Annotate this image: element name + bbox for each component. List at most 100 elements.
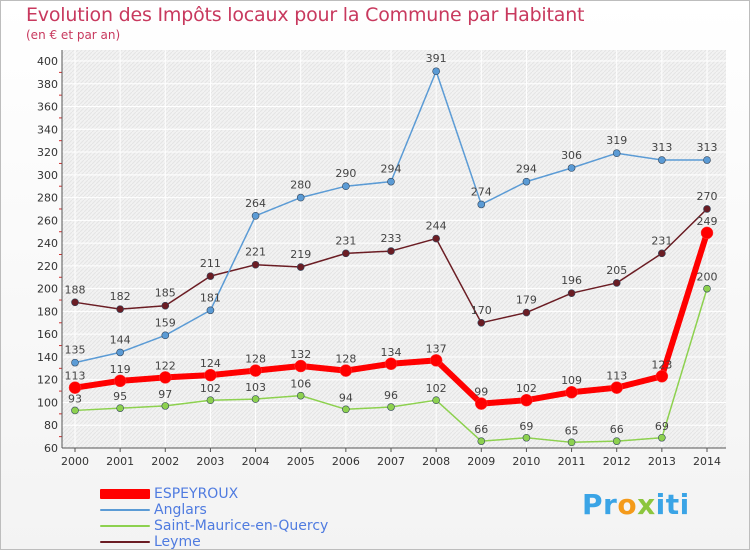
data-label: 103 bbox=[245, 381, 266, 394]
data-point bbox=[432, 234, 440, 243]
data-label: 185 bbox=[155, 287, 176, 300]
x-tick-label: 2013 bbox=[648, 455, 676, 468]
data-label: 102 bbox=[426, 382, 447, 395]
data-label: 188 bbox=[65, 283, 86, 296]
data-label: 294 bbox=[516, 163, 537, 176]
legend-label: Saint-Maurice-en-Quercy bbox=[154, 518, 329, 534]
data-label: 113 bbox=[606, 370, 627, 383]
data-point bbox=[116, 404, 124, 412]
data-label: 313 bbox=[697, 141, 718, 154]
data-label: 97 bbox=[158, 388, 172, 401]
x-tick-label: 2001 bbox=[106, 455, 134, 468]
y-tick-label: 260 bbox=[37, 214, 58, 227]
data-label: 99 bbox=[474, 386, 488, 399]
data-point bbox=[432, 67, 440, 76]
data-point bbox=[116, 348, 124, 357]
x-tick-label: 2004 bbox=[242, 455, 270, 468]
data-label: 109 bbox=[561, 374, 582, 387]
data-point bbox=[522, 177, 531, 186]
data-point bbox=[71, 358, 79, 367]
data-label: 290 bbox=[335, 167, 356, 180]
data-point bbox=[206, 396, 215, 404]
data-label: 66 bbox=[610, 423, 624, 436]
legend-swatch bbox=[100, 541, 150, 543]
data-point bbox=[159, 371, 172, 384]
data-label: 123 bbox=[651, 358, 672, 371]
logo-part: Pr bbox=[582, 488, 618, 521]
data-labels: 93 95 97 102 103 106 94 96 102 66 69 65 66 69 200 188 18… bbox=[65, 52, 718, 437]
data-label: 181 bbox=[200, 291, 221, 304]
data-label: 294 bbox=[381, 163, 402, 176]
x-tick-label: 2008 bbox=[422, 455, 450, 468]
y-tick-label: 220 bbox=[37, 260, 58, 273]
data-point bbox=[342, 405, 350, 414]
data-point bbox=[522, 433, 531, 442]
data-label: 132 bbox=[290, 348, 311, 361]
y-tick-label: 300 bbox=[37, 169, 58, 182]
data-label: 249 bbox=[697, 215, 718, 228]
y-tick-label: 140 bbox=[37, 351, 58, 364]
x-tick-label: 2003 bbox=[196, 455, 224, 468]
data-point bbox=[342, 182, 350, 191]
data-point bbox=[113, 374, 127, 388]
data-label: 102 bbox=[516, 382, 537, 395]
y-tick-label: 100 bbox=[37, 396, 58, 409]
x-tick-label: 2010 bbox=[512, 455, 540, 468]
data-label: 102 bbox=[200, 382, 221, 395]
chart-title: Evolution des Impôts locaux pour la Comm… bbox=[26, 4, 585, 26]
legend-item: Saint-Maurice-en-Quercy bbox=[100, 518, 328, 534]
data-label: 69 bbox=[519, 420, 533, 433]
data-point bbox=[339, 364, 353, 377]
chart-subtitle: (en € et par an) bbox=[26, 28, 121, 42]
logo-part: x bbox=[637, 488, 656, 521]
data-point bbox=[612, 279, 621, 287]
data-label: 200 bbox=[697, 271, 718, 284]
data-label: 96 bbox=[384, 389, 398, 402]
data-label: 231 bbox=[651, 234, 672, 247]
y-tick-label: 320 bbox=[37, 146, 58, 159]
data-label: 94 bbox=[339, 391, 353, 404]
data-label: 93 bbox=[68, 392, 82, 405]
x-tick-label: 2005 bbox=[287, 455, 315, 468]
data-point bbox=[71, 406, 79, 415]
data-label: 280 bbox=[290, 179, 311, 192]
data-point bbox=[658, 249, 666, 258]
data-label: 122 bbox=[155, 359, 176, 372]
data-label: 231 bbox=[335, 234, 356, 247]
data-point bbox=[477, 437, 486, 445]
x-tick-label: 2000 bbox=[61, 455, 89, 468]
y-tick-label: 360 bbox=[37, 101, 58, 114]
data-label: 211 bbox=[200, 257, 221, 270]
data-point bbox=[565, 385, 578, 399]
data-label: 128 bbox=[335, 353, 356, 366]
data-point bbox=[296, 263, 305, 271]
series-group bbox=[68, 67, 714, 447]
data-label: 205 bbox=[606, 264, 627, 277]
data-label: 274 bbox=[471, 185, 492, 198]
data-point bbox=[251, 260, 260, 269]
data-label: 159 bbox=[155, 316, 176, 329]
y-tick-label: 80 bbox=[44, 419, 58, 432]
data-point bbox=[703, 284, 711, 293]
data-label: 135 bbox=[65, 344, 86, 357]
data-point bbox=[567, 438, 576, 447]
data-label: 270 bbox=[697, 190, 718, 203]
data-point bbox=[703, 205, 711, 213]
data-point bbox=[658, 156, 666, 164]
data-label: 95 bbox=[113, 390, 127, 403]
data-point bbox=[477, 200, 486, 209]
x-tick-label: 2006 bbox=[332, 455, 360, 468]
logo-part: iti bbox=[655, 488, 690, 521]
data-label: 306 bbox=[561, 149, 582, 162]
data-point bbox=[251, 212, 260, 220]
data-label: 391 bbox=[426, 52, 447, 65]
y-tick-label: 380 bbox=[37, 78, 58, 91]
y-tick-label: 240 bbox=[37, 237, 58, 250]
x-tick-label: 2014 bbox=[693, 455, 721, 468]
axes: 60 80 100 120 140 160 180 200 220 240 260 280 300 320… bbox=[37, 50, 726, 468]
data-point bbox=[161, 402, 170, 410]
data-point bbox=[567, 164, 576, 172]
legend-label: Leyme bbox=[154, 534, 201, 550]
x-tick-label: 2009 bbox=[467, 455, 495, 468]
data-point bbox=[610, 381, 623, 394]
